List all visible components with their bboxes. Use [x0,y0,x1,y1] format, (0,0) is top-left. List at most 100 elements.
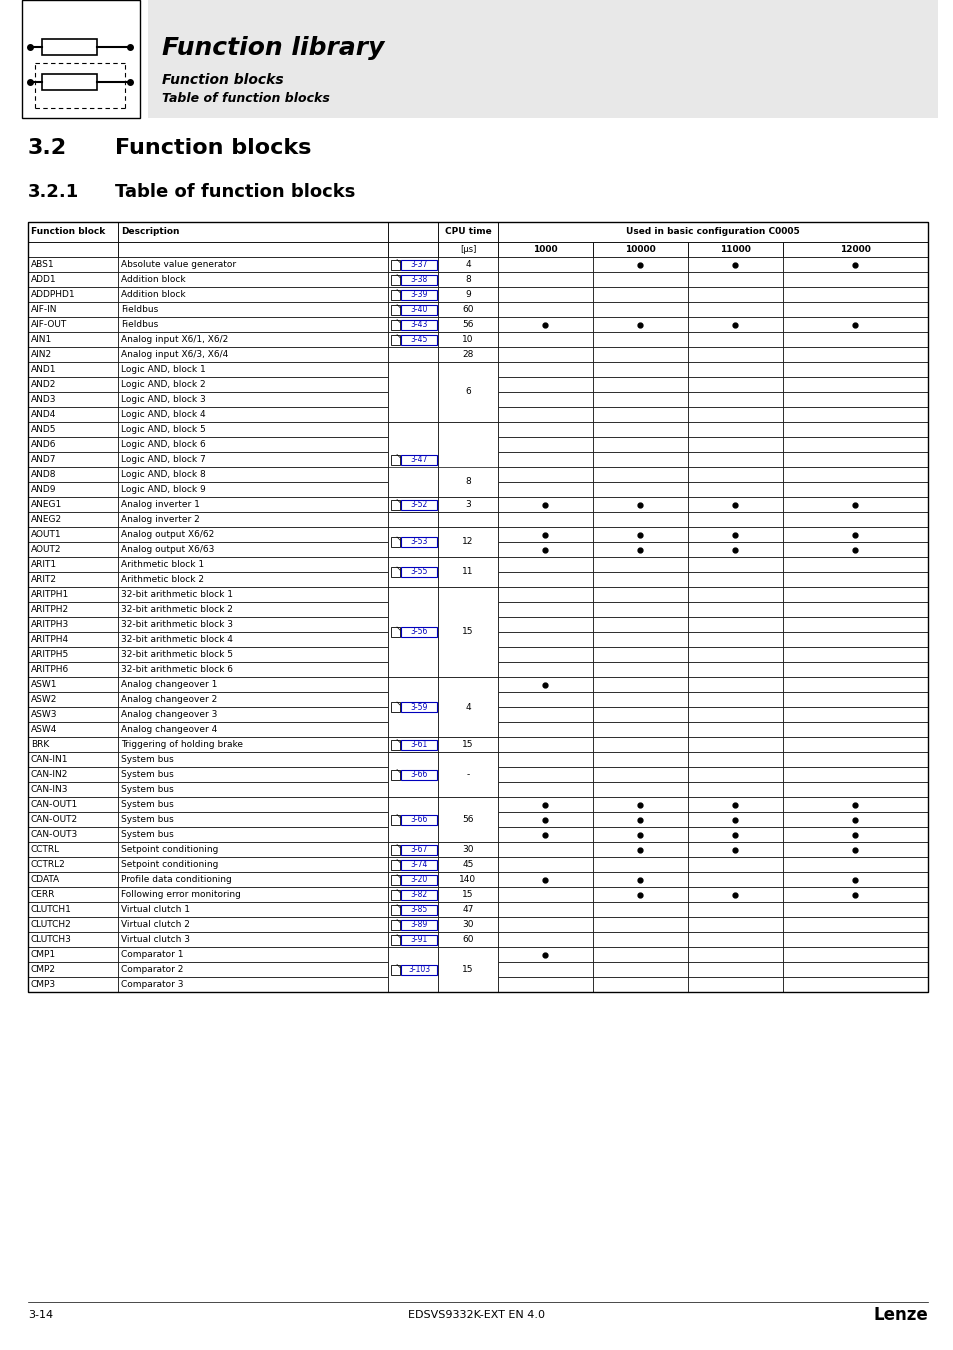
Text: Analog inverter 2: Analog inverter 2 [121,514,199,524]
Text: Comparator 3: Comparator 3 [121,980,183,990]
Bar [437,482,497,497]
Text: Function blocks: Function blocks [115,138,311,158]
Text: 60: 60 [462,305,474,315]
Bar [388,872,437,887]
Bar [687,796,782,811]
Bar [388,271,437,288]
Text: ASW3: ASW3 [30,710,57,720]
Text: Logic AND, block 2: Logic AND, block 2 [121,379,206,389]
Bar [782,977,927,992]
Bar [388,332,437,347]
Bar [437,558,497,587]
Bar [118,558,388,572]
Bar [593,752,687,767]
Bar [593,676,687,693]
Text: 3-74: 3-74 [410,860,427,869]
Bar [437,362,497,423]
Bar [593,887,687,902]
Bar [687,917,782,932]
Text: Absolute value generator: Absolute value generator [121,261,236,269]
Text: AND1: AND1 [30,364,56,374]
Bar [437,887,497,902]
Bar [497,693,593,707]
Bar [782,722,927,737]
Bar [28,857,118,872]
Bar [782,541,927,558]
Bar [28,332,118,347]
Text: Logic AND, block 9: Logic AND, block 9 [121,485,206,494]
Bar [437,288,497,302]
Text: CCTRL2: CCTRL2 [30,860,66,869]
Bar [28,526,118,541]
Bar [497,572,593,587]
Bar [437,737,497,752]
Bar [437,288,497,302]
Text: ARIT2: ARIT2 [30,575,57,585]
Bar [782,632,927,647]
Bar [437,946,497,963]
Bar [593,931,687,946]
Bar [437,707,497,722]
Bar [437,902,497,917]
Bar [593,572,687,587]
Bar [28,647,118,662]
Bar [28,558,118,572]
Bar [687,347,782,362]
Text: Analog input X6/1, X6/2: Analog input X6/1, X6/2 [121,335,228,344]
Bar [593,917,687,932]
Text: ARITPH4: ARITPH4 [30,634,69,644]
Bar [388,512,437,526]
Bar [400,305,436,315]
Bar [687,362,782,377]
Bar [782,946,927,963]
Bar [593,512,687,526]
Bar [437,587,497,602]
Bar [437,811,497,828]
Bar [497,242,593,256]
Text: 12000: 12000 [840,244,870,254]
Bar [687,587,782,602]
Bar [497,647,593,662]
Bar [28,752,118,767]
Bar [118,256,388,271]
Bar [28,722,118,737]
Text: 3-82: 3-82 [410,890,427,899]
Bar [593,828,687,842]
Bar [400,626,436,637]
Bar [437,587,497,676]
Bar [687,752,782,767]
Bar [593,977,687,992]
Bar [497,842,593,857]
Bar [497,452,593,467]
Bar [118,347,388,362]
Bar [437,317,497,332]
Bar [388,872,437,887]
Text: CCTRL: CCTRL [30,845,60,855]
Bar [437,332,497,347]
Bar [388,782,437,796]
Bar [388,221,437,242]
Bar [28,362,118,377]
Bar [497,811,593,828]
Bar [118,828,388,842]
Bar [28,423,118,437]
Bar [388,423,437,437]
Bar [687,977,782,992]
Bar [782,482,927,497]
Bar [437,752,497,796]
Bar [28,512,118,526]
Bar [388,977,437,992]
Bar [782,828,927,842]
Bar [782,271,927,288]
Bar [400,335,436,344]
Bar [400,455,436,464]
Bar [437,497,497,512]
Text: CLUTCH1: CLUTCH1 [30,904,71,914]
Bar [28,796,118,811]
Text: 32-bit arithmetic block 3: 32-bit arithmetic block 3 [121,620,233,629]
Bar [593,782,687,796]
Bar [593,796,687,811]
Bar [687,828,782,842]
Text: CAN-OUT3: CAN-OUT3 [30,830,78,838]
Bar [388,541,437,558]
